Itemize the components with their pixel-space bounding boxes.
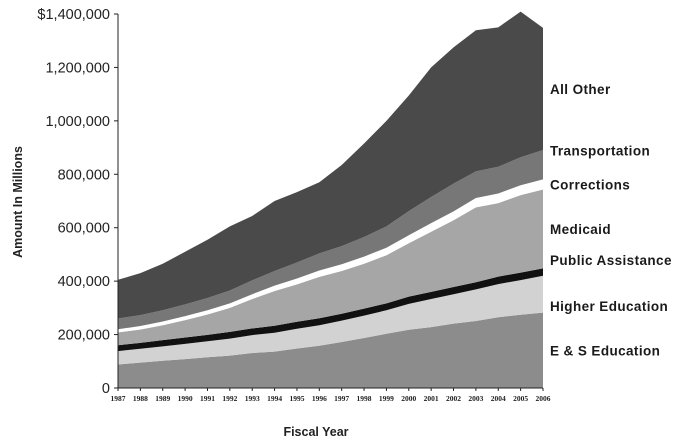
x-tick-label: 1994 xyxy=(267,394,282,403)
x-tick-label: 2000 xyxy=(401,394,416,403)
x-tick-label: 2001 xyxy=(424,394,439,403)
x-axis-title: Fiscal Year xyxy=(283,425,348,439)
x-tick-label: 1999 xyxy=(379,394,394,403)
x-tick-label: 1991 xyxy=(200,394,215,403)
x-tick-label: 1993 xyxy=(245,394,260,403)
area-layer xyxy=(118,12,543,388)
y-axis-title: Amount In Millions xyxy=(11,146,25,258)
x-tick-label: 1996 xyxy=(312,394,327,403)
series-label-public-assistance: Public Assistance xyxy=(550,253,672,268)
x-tick-label: 2003 xyxy=(468,394,483,403)
series-label-corrections: Corrections xyxy=(550,177,630,192)
x-tick-label: 1997 xyxy=(334,394,349,403)
series-label-transportation: Transportation xyxy=(550,144,650,159)
series-label-e-s-education: E & S Education xyxy=(550,343,660,358)
y-tick-label: 1,000,000 xyxy=(45,114,110,130)
x-tick-label: 2002 xyxy=(446,394,461,403)
y-tick-label: 1,200,000 xyxy=(45,60,110,76)
series-label-all-other: All Other xyxy=(550,82,611,97)
series-label-higher-education: Higher Education xyxy=(550,299,668,314)
x-tick-label: 1988 xyxy=(133,394,148,403)
y-tick-label: 800,000 xyxy=(58,167,110,183)
y-tick-label: $1,400,000 xyxy=(37,7,110,23)
x-tick-label: 1987 xyxy=(111,394,126,403)
x-tick-label: 1995 xyxy=(289,394,304,403)
series-label-layer: E & S Education Higher Education Public As… xyxy=(550,82,672,358)
x-tick-label: 2004 xyxy=(491,394,506,403)
x-tick-label: 2006 xyxy=(536,394,551,403)
x-tick-layer: 1987 1988 1989 1990 1991 1992 1993 1994 1995 1996… xyxy=(111,388,551,403)
x-tick-label: 1989 xyxy=(155,394,170,403)
x-tick-label: 2005 xyxy=(513,394,528,403)
y-tick-label: 400,000 xyxy=(58,274,110,290)
x-tick-label: 1998 xyxy=(357,394,372,403)
x-tick-label: 1990 xyxy=(178,394,193,403)
series-label-medicaid: Medicaid xyxy=(550,222,611,237)
y-tick-layer: 0 200,000 400,000 600,000 800,000 1,000,000 1,… xyxy=(37,7,118,397)
x-tick-label: 1992 xyxy=(222,394,237,403)
y-tick-label: 600,000 xyxy=(58,221,110,237)
y-tick-label: 0 xyxy=(102,381,110,397)
y-tick-label: 200,000 xyxy=(58,328,110,344)
